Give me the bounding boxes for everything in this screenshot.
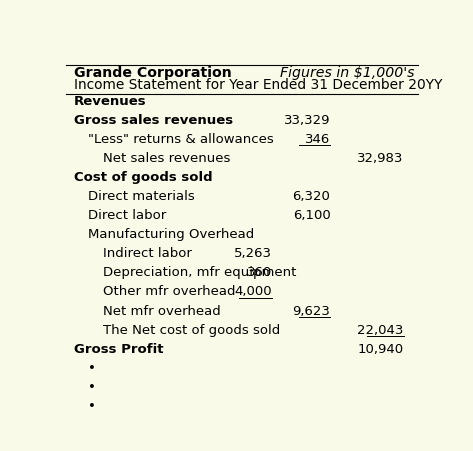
Text: "Less" returns & allowances: "Less" returns & allowances (88, 133, 274, 146)
Text: •: • (88, 400, 96, 413)
Text: Net sales revenues: Net sales revenues (103, 152, 230, 165)
Text: 4,000: 4,000 (234, 285, 272, 299)
Text: Gross Profit: Gross Profit (74, 343, 163, 356)
Text: Direct labor: Direct labor (88, 209, 166, 222)
Text: 9,623: 9,623 (292, 304, 330, 318)
Text: Cost of goods sold: Cost of goods sold (74, 171, 212, 184)
Text: Manufacturing Overhead: Manufacturing Overhead (88, 228, 254, 241)
Text: Net mfr overhead: Net mfr overhead (103, 304, 221, 318)
Text: 6,100: 6,100 (293, 209, 330, 222)
Text: Figures in $1,000's: Figures in $1,000's (280, 66, 415, 80)
Text: Revenues: Revenues (74, 95, 147, 107)
Text: The Net cost of goods sold: The Net cost of goods sold (103, 324, 280, 337)
Text: Other mfr overhead: Other mfr overhead (103, 285, 236, 299)
Text: Grande Corporation: Grande Corporation (74, 66, 232, 80)
Text: 10,940: 10,940 (358, 343, 403, 356)
Text: Income Statement for Year Ended 31 December 20YY: Income Statement for Year Ended 31 Decem… (74, 78, 442, 92)
Text: Gross sales revenues: Gross sales revenues (74, 114, 233, 127)
Text: 22,043: 22,043 (357, 324, 403, 337)
Text: •: • (88, 362, 96, 375)
Text: Indirect labor: Indirect labor (103, 247, 192, 260)
Text: 32,983: 32,983 (357, 152, 403, 165)
Text: Depreciation, mfr equipment: Depreciation, mfr equipment (103, 267, 297, 280)
Text: Direct materials: Direct materials (88, 190, 195, 203)
Text: 33,329: 33,329 (284, 114, 330, 127)
Text: 346: 346 (305, 133, 330, 146)
Text: 360: 360 (246, 267, 272, 280)
Text: 6,320: 6,320 (292, 190, 330, 203)
Text: 5,263: 5,263 (234, 247, 272, 260)
Text: •: • (88, 381, 96, 394)
